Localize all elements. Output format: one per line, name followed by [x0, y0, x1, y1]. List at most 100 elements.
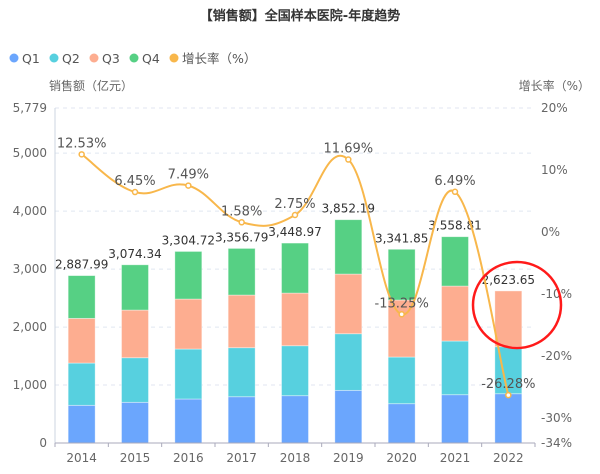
y2-tick-label: 20%	[541, 101, 568, 115]
bar-q2-2019[interactable]	[334, 333, 363, 391]
y2-tick-label: 0%	[541, 225, 560, 239]
bar-q2-2018[interactable]	[281, 345, 309, 397]
bar-q4-2017[interactable]	[227, 248, 256, 296]
x-tick-label: 2019	[333, 451, 364, 465]
bar-q3-2018[interactable]	[281, 292, 309, 347]
bar-q3-2016[interactable]	[174, 298, 203, 350]
bar-q4-2014[interactable]	[67, 275, 96, 319]
bar-q3-2017[interactable]	[227, 294, 256, 349]
total-label-2021: 3,558.81	[428, 219, 481, 233]
legend-label: Q2	[62, 51, 80, 66]
growth-label-2021: 6.49%	[434, 174, 475, 189]
y2-tick-label: -34%	[541, 436, 572, 450]
bar-q3-2014[interactable]	[67, 317, 96, 364]
bar-q4-2019[interactable]	[334, 219, 363, 275]
total-label-2022: 2,623.65	[482, 273, 535, 287]
x-tick-label: 2016	[173, 451, 204, 465]
growth-point-2022[interactable]	[505, 391, 512, 399]
legend: Q1 Q2 Q3 Q4 增长率（%）	[9, 51, 257, 66]
y-tick-label: 4,000	[13, 204, 47, 218]
x-tick-label: 2021	[440, 451, 471, 465]
x-tick-label: 2014	[66, 451, 97, 465]
bar-q2-2021[interactable]	[441, 340, 469, 396]
x-tick-label: 2017	[226, 451, 257, 465]
bar-q3-2021[interactable]	[441, 285, 469, 342]
growth-point-2017[interactable]	[238, 219, 245, 226]
total-label-2019: 3,852.19	[322, 202, 375, 216]
y-tick-label: 3,000	[13, 262, 47, 276]
x-tick-label: 2015	[120, 451, 151, 465]
total-label-2018: 3,448.97	[268, 225, 321, 239]
legend-marker	[129, 53, 139, 63]
legend-item-2[interactable]: Q3	[89, 51, 120, 66]
total-label-2020: 3,341.85	[375, 231, 428, 245]
bar-q1-2017[interactable]	[227, 396, 256, 444]
bar-q1-2016[interactable]	[174, 398, 203, 444]
growth-point-2015[interactable]	[131, 188, 139, 196]
growth-label-2014: 12.53%	[57, 136, 107, 151]
growth-label-2022: -26.28%	[481, 377, 535, 392]
legend-marker	[49, 53, 59, 63]
y2-tick-label: 10%	[541, 163, 568, 177]
total-label-2017: 3,356.79	[215, 230, 268, 244]
bar-q4-2015[interactable]	[121, 264, 149, 311]
growth-point-2018[interactable]	[291, 211, 299, 219]
bar-q1-2021[interactable]	[441, 394, 469, 444]
legend-item-1[interactable]: Q2	[49, 51, 80, 66]
legend-label: Q4	[142, 51, 160, 66]
bar-q3-2015[interactable]	[121, 309, 149, 359]
bar-q2-2020[interactable]	[387, 356, 416, 405]
x-tick-label: 2022	[493, 451, 524, 465]
bar-q1-2015[interactable]	[121, 401, 149, 444]
growth-label-2015: 6.45%	[114, 174, 155, 189]
bar-q4-2021[interactable]	[441, 236, 469, 287]
legend-label: Q1	[22, 51, 40, 66]
total-label-2014: 2,887.99	[55, 258, 108, 272]
y-axis-label: 销售额（亿元）	[49, 78, 133, 93]
growth-point-2016[interactable]	[185, 182, 192, 189]
bar-q2-2016[interactable]	[174, 348, 203, 400]
y2-axis-label: 增长率（%）	[519, 78, 590, 93]
legend-label: 增长率（%）	[182, 51, 256, 66]
growth-label-2017: 1.58%	[221, 204, 262, 219]
bar-q1-2020[interactable]	[387, 403, 416, 444]
bar-q3-2022[interactable]	[494, 290, 523, 348]
legend-marker	[9, 53, 19, 63]
bar-q3-2019[interactable]	[334, 273, 363, 335]
bar-q1-2019[interactable]	[334, 389, 363, 444]
legend-item-3[interactable]: Q4	[129, 51, 160, 66]
bar-q1-2022[interactable]	[494, 393, 523, 444]
bar-q4-2018[interactable]	[281, 242, 309, 294]
bar-q2-2017[interactable]	[227, 347, 256, 398]
legend-item-4[interactable]: 增长率（%）	[169, 51, 257, 66]
growth-label-2020: -13.25%	[375, 296, 429, 311]
y-tick-label: 2,000	[13, 320, 47, 334]
growth-label-2019: 11.69%	[324, 142, 374, 157]
chart-title: 【销售额】全国样本医院-年度趋势	[200, 8, 400, 24]
y-tick-label: 5,000	[13, 146, 47, 160]
growth-label-2016: 7.49%	[168, 168, 209, 183]
highlight-circle	[471, 260, 563, 350]
bar-q2-2015[interactable]	[121, 357, 149, 403]
legend-label: Q3	[102, 51, 120, 66]
y-tick-label: 1,000	[13, 378, 47, 392]
x-tick-label: 2018	[280, 451, 311, 465]
growth-point-2019[interactable]	[345, 156, 352, 163]
legend-item-0[interactable]: Q1	[9, 51, 40, 66]
y-tick-label: 0	[39, 436, 47, 450]
growth-point-2021[interactable]	[451, 188, 459, 196]
y2-tick-label: -10%	[541, 287, 572, 301]
growth-point-2020[interactable]	[398, 311, 405, 318]
legend-marker	[89, 53, 99, 63]
total-label-2015: 3,074.34	[108, 247, 161, 261]
bar-q1-2018[interactable]	[281, 395, 309, 444]
bar-q2-2014[interactable]	[67, 362, 96, 406]
bar-q1-2014[interactable]	[67, 404, 96, 444]
growth-point-2014[interactable]	[78, 151, 85, 158]
bar-q4-2020[interactable]	[387, 248, 416, 301]
y2-tick-label: -20%	[541, 349, 572, 363]
legend-marker	[169, 53, 179, 63]
bar-q4-2016[interactable]	[174, 251, 203, 300]
x-tick-label: 2020	[386, 451, 417, 465]
